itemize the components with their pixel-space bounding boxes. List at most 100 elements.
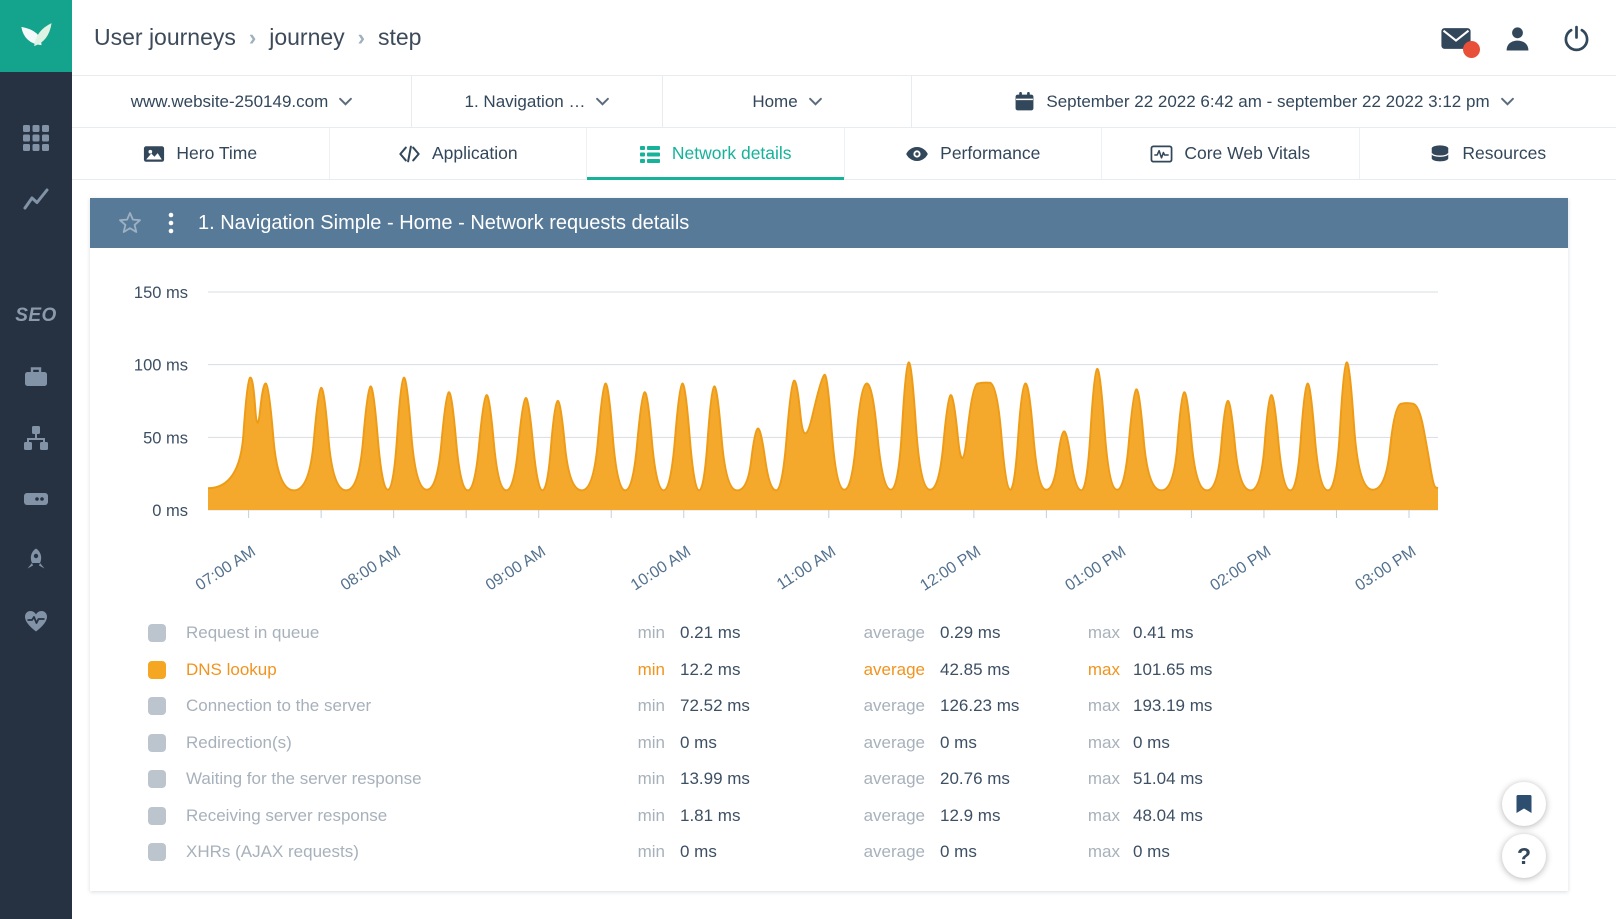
help-button[interactable]: ? bbox=[1502, 834, 1546, 878]
tab-label: Performance bbox=[940, 143, 1041, 163]
tab-performance[interactable]: Performance bbox=[843, 128, 1102, 179]
stack-icon bbox=[1431, 144, 1450, 161]
legend-row[interactable]: Redirection(s) min 0 ms average 0 ms max… bbox=[90, 725, 1568, 762]
network-timing-chart: 150 ms 100 ms 50 ms 0 ms 07:00 AM 08:00 AM 09:… bbox=[134, 284, 1439, 595]
legend-row[interactable]: Request in queue min 0.21 ms average 0.2… bbox=[90, 615, 1568, 652]
max-keyword: max bbox=[1087, 696, 1120, 716]
sidebar-item-analytics[interactable] bbox=[0, 185, 72, 213]
line-chart-icon bbox=[23, 188, 49, 210]
messages-button[interactable] bbox=[1440, 26, 1480, 58]
user-icon bbox=[1506, 26, 1529, 50]
y-axis-label: 150 ms bbox=[134, 284, 188, 302]
legend-row[interactable]: DNS lookup min 12.2 ms average 42.85 ms … bbox=[90, 652, 1568, 689]
breadcrumb-journey[interactable]: journey bbox=[269, 24, 345, 50]
legend-row[interactable]: Connection to the server min 72.52 ms av… bbox=[90, 688, 1568, 725]
legend-checkbox[interactable] bbox=[148, 806, 166, 825]
legend-max-value: 48.04 ms bbox=[1133, 805, 1203, 825]
envelope-icon bbox=[1441, 27, 1471, 49]
legend-average-value: 0.29 ms bbox=[940, 623, 1001, 643]
breadcrumb-step[interactable]: step bbox=[377, 24, 422, 50]
legend-min-value: 0 ms bbox=[680, 842, 717, 862]
sidebar-item-seo[interactable]: SEO bbox=[0, 302, 72, 330]
x-axis-label: 10:00 AM bbox=[628, 543, 694, 594]
legend-checkbox[interactable] bbox=[148, 624, 166, 643]
step-dropdown[interactable]: Home bbox=[663, 76, 912, 127]
legend-max-value: 101.65 ms bbox=[1133, 659, 1213, 679]
image-icon bbox=[144, 145, 165, 162]
legend-min-value: 0.21 ms bbox=[680, 623, 741, 643]
legend-row[interactable]: Waiting for the server response min 13.9… bbox=[90, 761, 1568, 798]
heart-pulse-icon bbox=[25, 611, 47, 632]
seo-label: SEO bbox=[15, 305, 57, 326]
tab-label: Core Web Vitals bbox=[1184, 143, 1311, 163]
date-range-picker[interactable]: September 22 2022 6:42 am - september 22… bbox=[912, 76, 1616, 127]
journey-dropdown[interactable]: 1. Navigation … bbox=[412, 76, 663, 127]
legend-checkbox[interactable] bbox=[148, 733, 166, 752]
x-axis-label: 01:00 PM bbox=[1062, 543, 1129, 595]
y-axis-label: 0 ms bbox=[152, 502, 188, 520]
breadcrumb: User journeys › journey › step bbox=[94, 24, 421, 51]
account-button[interactable] bbox=[1504, 25, 1531, 52]
tab-application[interactable]: Application bbox=[328, 128, 587, 179]
sitemap-icon bbox=[24, 426, 48, 450]
dns-lookup-line bbox=[207, 361, 1439, 492]
legend-checkbox[interactable] bbox=[148, 843, 166, 862]
legend-checkbox[interactable] bbox=[148, 697, 166, 716]
max-keyword: max bbox=[1087, 805, 1120, 825]
sidebar-item-boost[interactable] bbox=[0, 546, 72, 574]
average-keyword: average bbox=[863, 696, 925, 716]
x-axis-label: 08:00 AM bbox=[338, 543, 404, 594]
dns-lookup-area bbox=[208, 362, 1438, 510]
breadcrumb-user-journeys[interactable]: User journeys bbox=[94, 24, 236, 50]
sidebar-item-apps[interactable] bbox=[0, 124, 72, 152]
tab-core-web-vitals[interactable]: Core Web Vitals bbox=[1101, 128, 1359, 179]
logout-button[interactable] bbox=[1563, 25, 1590, 52]
legend-average-value: 0 ms bbox=[940, 732, 977, 752]
legend-max-value: 51.04 ms bbox=[1133, 769, 1203, 789]
filter-bar: www.website-250149.com 1. Navigation … H… bbox=[72, 76, 1616, 128]
y-axis-label: 50 ms bbox=[143, 429, 188, 447]
legend-min-value: 0 ms bbox=[680, 732, 717, 752]
legend-max-value: 0 ms bbox=[1133, 732, 1170, 752]
legend-row[interactable]: Receiving server response min 1.81 ms av… bbox=[90, 798, 1568, 835]
legend-average-value: 0 ms bbox=[940, 842, 977, 862]
legend-checkbox[interactable] bbox=[148, 770, 166, 789]
legend-label: Connection to the server bbox=[186, 696, 372, 716]
server-icon bbox=[24, 493, 48, 505]
legend-label: Receiving server response bbox=[186, 805, 388, 825]
x-axis-label: 03:00 PM bbox=[1352, 543, 1419, 595]
favorite-star-button[interactable] bbox=[118, 211, 142, 235]
tab-label: Network details bbox=[671, 143, 792, 163]
code-icon bbox=[399, 145, 420, 162]
help-label: ? bbox=[1516, 842, 1532, 869]
panel-menu-button[interactable] bbox=[168, 211, 174, 235]
average-keyword: average bbox=[863, 842, 925, 862]
max-keyword: max bbox=[1087, 623, 1120, 643]
tab-resources[interactable]: Resources bbox=[1358, 128, 1616, 179]
sidebar-item-sitemap[interactable] bbox=[0, 424, 72, 452]
legend-row[interactable]: XHRs (AJAX requests) min 0 ms average 0 … bbox=[90, 834, 1568, 871]
tab-network-details[interactable]: Network details bbox=[586, 128, 844, 180]
average-keyword: average bbox=[863, 659, 925, 679]
bookmark-button[interactable] bbox=[1502, 782, 1546, 826]
topbar: User journeys › journey › step bbox=[72, 0, 1616, 76]
legend-label: Waiting for the server response bbox=[186, 769, 422, 789]
tab-hero-time[interactable]: Hero Time bbox=[72, 128, 329, 179]
min-keyword: min bbox=[637, 696, 665, 716]
legend-min-value: 1.81 ms bbox=[680, 805, 741, 825]
date-range-value: September 22 2022 6:42 am - september 22… bbox=[1046, 91, 1490, 111]
x-axis-label: 07:00 AM bbox=[193, 543, 259, 594]
legend-label: DNS lookup bbox=[186, 659, 277, 679]
app-logo[interactable] bbox=[0, 0, 72, 72]
tabs-bar: Hero Time Application Network details Pe… bbox=[72, 128, 1616, 180]
legend-label: XHRs (AJAX requests) bbox=[186, 842, 359, 862]
sidebar-item-hosting[interactable] bbox=[0, 485, 72, 513]
sidebar-item-health[interactable] bbox=[0, 607, 72, 635]
legend-label: Redirection(s) bbox=[186, 732, 292, 752]
legend-checkbox[interactable] bbox=[148, 660, 166, 679]
apps-grid-icon bbox=[23, 125, 49, 151]
website-dropdown[interactable]: www.website-250149.com bbox=[72, 76, 412, 127]
min-keyword: min bbox=[637, 659, 665, 679]
tab-label: Hero Time bbox=[176, 143, 258, 163]
sidebar-item-business[interactable] bbox=[0, 363, 72, 391]
